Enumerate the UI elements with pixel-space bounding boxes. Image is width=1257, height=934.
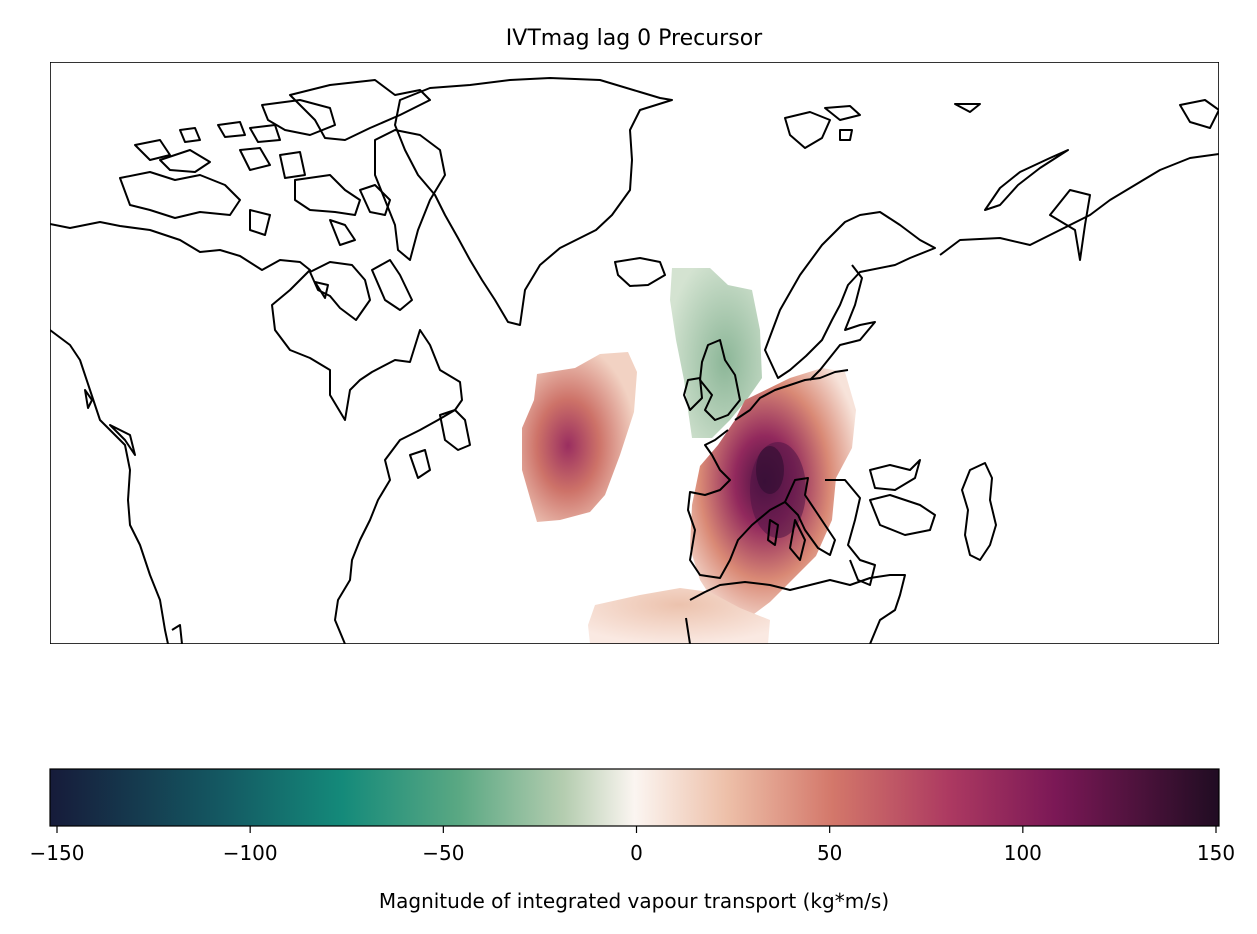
colorbar-gradient <box>49 768 1220 827</box>
colorbar-label: Magnitude of integrated vapour transport… <box>379 889 889 913</box>
coastlines <box>50 77 1219 644</box>
colorbar-tick-label: 50 <box>817 841 842 865</box>
colorbar-ticks: −150 −100 −50 0 50 100 150 <box>30 826 1235 865</box>
map-panel <box>50 62 1219 644</box>
colorbar-tick-label: 150 <box>1197 841 1235 865</box>
anomaly-field-atlantic <box>522 352 637 522</box>
map-title: IVTmag lag 0 Precursor <box>506 26 763 51</box>
colorbar-tick-label: 100 <box>1004 841 1042 865</box>
colorbar-tick-label: −100 <box>223 841 278 865</box>
colorbar-tick-label: 0 <box>630 841 643 865</box>
colorbar-tick-label: −150 <box>30 841 85 865</box>
anomaly-field-africa <box>588 588 770 644</box>
colorbar: −150 −100 −50 0 50 100 150 Magnitude of integr… <box>30 768 1235 913</box>
colorbar-tick-label: −50 <box>422 841 464 865</box>
